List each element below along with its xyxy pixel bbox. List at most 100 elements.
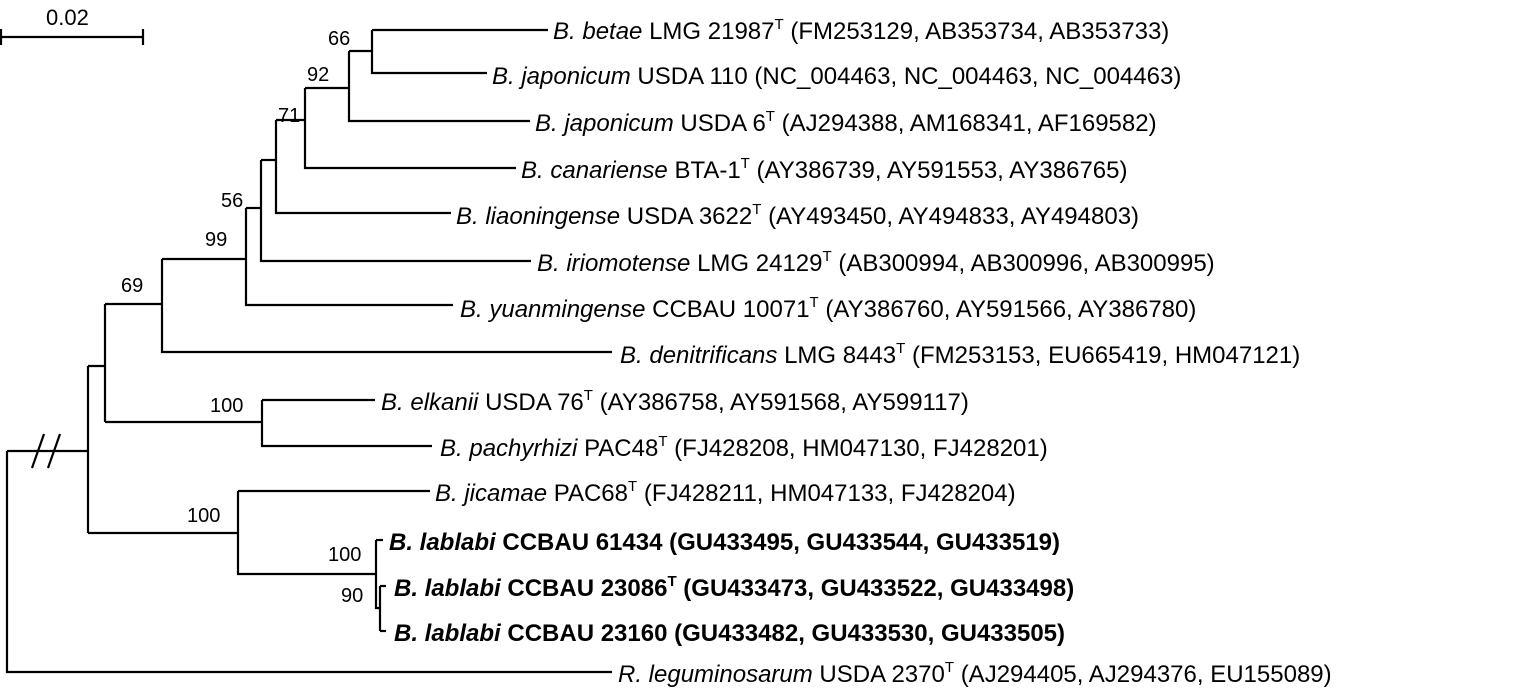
support-value: 90	[341, 585, 363, 607]
taxon-strain: CCBAU 23086	[507, 575, 667, 602]
taxon-strain: LMG 8443	[784, 342, 896, 369]
support-value: 100	[210, 395, 243, 417]
support-value: 56	[221, 190, 243, 212]
taxon-label: B. iriomotense LMG 24129T (AB300994, AB3…	[537, 248, 1215, 277]
taxon-label: B. lablabi CCBAU 23160 (GU433482, GU4335…	[394, 620, 1065, 647]
support-values: 66 92 71 56 99 69 100 100 100 90	[121, 28, 363, 607]
taxon-species: B. japonicum	[535, 110, 674, 137]
taxon-strain: USDA 2370	[819, 661, 944, 688]
type-strain-marker: T	[945, 659, 954, 676]
taxon-species: B. yuanmingense	[460, 296, 645, 323]
accessions: (AJ294388, AM168341, AF169582)	[775, 110, 1157, 137]
accessions: (AB300994, AB300996, AB300995)	[832, 250, 1215, 277]
taxon-species: B. lablabi	[394, 575, 502, 602]
strain-name: CCBAU 10071	[652, 296, 809, 323]
branch-iriomotense	[259, 160, 531, 263]
accessions: (GU433482, GU433530, GU433505)	[667, 620, 1065, 647]
strain-name: CCBAU 61434	[502, 529, 663, 556]
taxon-strain: BTA-1	[674, 157, 740, 184]
branch-pachyrhizi	[260, 400, 432, 448]
taxon-label: B. lablabi CCBAU 61434 (GU433495, GU4335…	[389, 529, 1060, 556]
accessions: (FM253153, EU665419, HM047121)	[905, 342, 1300, 369]
taxon-species: B. canariense	[521, 157, 668, 184]
support-value: 100	[328, 544, 361, 566]
break-mark-1	[30, 433, 46, 469]
strain-name: LMG 21987	[649, 18, 774, 45]
taxon-label: B. canariense BTA-1T (AY386739, AY591553…	[521, 155, 1127, 184]
type-strain-marker: T	[810, 294, 819, 311]
taxon-species: B. elkanii	[381, 389, 479, 416]
taxon-strain: PAC68	[554, 480, 628, 507]
support-value: 92	[307, 64, 329, 86]
accession-list: (FJ428208, HM047130, FJ428201)	[674, 435, 1048, 462]
strain-name: BTA-1	[674, 157, 740, 184]
taxon-species: B. lablabi	[389, 529, 497, 556]
branch-japonicum-usda6	[347, 51, 530, 123]
taxon-strain: CCBAU 61434	[502, 529, 663, 556]
taxon-species: B. pachyrhizi	[440, 435, 578, 462]
taxon-species: B. lablabi	[394, 620, 502, 647]
type-strain-marker: T	[658, 433, 667, 450]
taxon-label: B. elkanii USDA 76T (AY386758, AY591568,…	[381, 387, 969, 416]
support-value: 66	[328, 28, 350, 50]
type-strain-marker: T	[628, 478, 637, 495]
accession-list: (AB300994, AB300996, AB300995)	[838, 250, 1214, 277]
strain-name: LMG 24129	[697, 250, 822, 277]
strain-name: USDA 110	[637, 63, 747, 90]
accession-list: (GU433482, GU433530, GU433505)	[674, 620, 1065, 647]
branch-lablabi-vertical	[374, 540, 380, 610]
strain-name: CCBAU 23160	[507, 620, 667, 647]
taxon-species: B. liaoningense	[456, 203, 620, 230]
branch-root-outgroup	[5, 451, 612, 674]
strain-name: PAC68	[554, 480, 628, 507]
accession-list: (AY386739, AY591553, AY386765)	[757, 157, 1128, 184]
taxon-species: B. betae	[553, 18, 642, 45]
type-strain-marker: T	[823, 248, 832, 265]
taxon-strain: USDA 110	[637, 63, 747, 90]
type-strain-marker: T	[775, 16, 784, 33]
accession-list: (FJ428211, HM047133, FJ428204)	[644, 480, 1016, 507]
taxon-species: B. iriomotense	[537, 250, 690, 277]
taxon-strain: USDA 3622	[627, 203, 752, 230]
taxon-strain: USDA 6	[680, 110, 765, 137]
accessions: (FJ428211, HM047133, FJ428204)	[637, 480, 1015, 507]
taxon-strain: PAC48	[584, 435, 658, 462]
taxon-strain: USDA 76	[485, 389, 584, 416]
taxon-label: B. lablabi CCBAU 23086T (GU433473, GU433…	[394, 573, 1074, 602]
accession-list: (FM253153, EU665419, HM047121)	[912, 342, 1300, 369]
taxon-label: B. pachyrhizi PAC48T (FJ428208, HM047130…	[440, 433, 1048, 462]
scale-bar-label: 0.02	[46, 5, 89, 30]
taxon-label: B. yuanmingense CCBAU 10071T (AY386760, …	[460, 294, 1196, 323]
strain-name: USDA 6	[680, 110, 765, 137]
branch-japonicum-usda110	[370, 30, 487, 75]
type-strain-marker: T	[584, 387, 593, 404]
strain-name: USDA 76	[485, 389, 584, 416]
support-value: 69	[121, 275, 143, 297]
break-mark-2	[46, 433, 62, 469]
type-strain-marker: T	[667, 573, 676, 590]
taxon-species: B. denitrificans	[620, 342, 777, 369]
taxon-label: B. jicamae PAC68T (FJ428211, HM047133, F…	[435, 478, 1016, 507]
accession-list: (NC_004463, NC_004463, NC_004463)	[754, 63, 1181, 90]
taxon-strain: LMG 24129	[697, 250, 822, 277]
type-strain-marker: T	[741, 155, 750, 172]
accessions: (AJ294405, AJ294376, EU155089)	[954, 661, 1332, 688]
taxon-species: B. japonicum	[492, 63, 631, 90]
accessions: (GU433473, GU433522, GU433498)	[677, 575, 1075, 602]
branch-denitrificans	[160, 259, 612, 354]
taxon-species: R. leguminosarum	[618, 661, 813, 688]
support-value: 99	[205, 229, 227, 251]
tree-branches	[5, 28, 612, 674]
taxon-labels: B. betae LMG 21987T (FM253129, AB353734,…	[381, 16, 1332, 688]
scale-bar: 0.02	[0, 5, 145, 45]
accession-list: (AJ294388, AM168341, AF169582)	[782, 110, 1157, 137]
accession-list: (FM253129, AB353734, AB353733)	[790, 18, 1169, 45]
branch-liaoningense	[274, 120, 451, 215]
accession-list: (AY386760, AY591566, AY386780)	[825, 296, 1196, 323]
taxon-strain: CCBAU 23160	[507, 620, 667, 647]
accession-list: (AY386758, AY591568, AY599117)	[600, 389, 969, 416]
accession-list: (GU433495, GU433544, GU433519)	[669, 529, 1060, 556]
accessions: (GU433495, GU433544, GU433519)	[662, 529, 1060, 556]
strain-name: USDA 2370	[819, 661, 944, 688]
